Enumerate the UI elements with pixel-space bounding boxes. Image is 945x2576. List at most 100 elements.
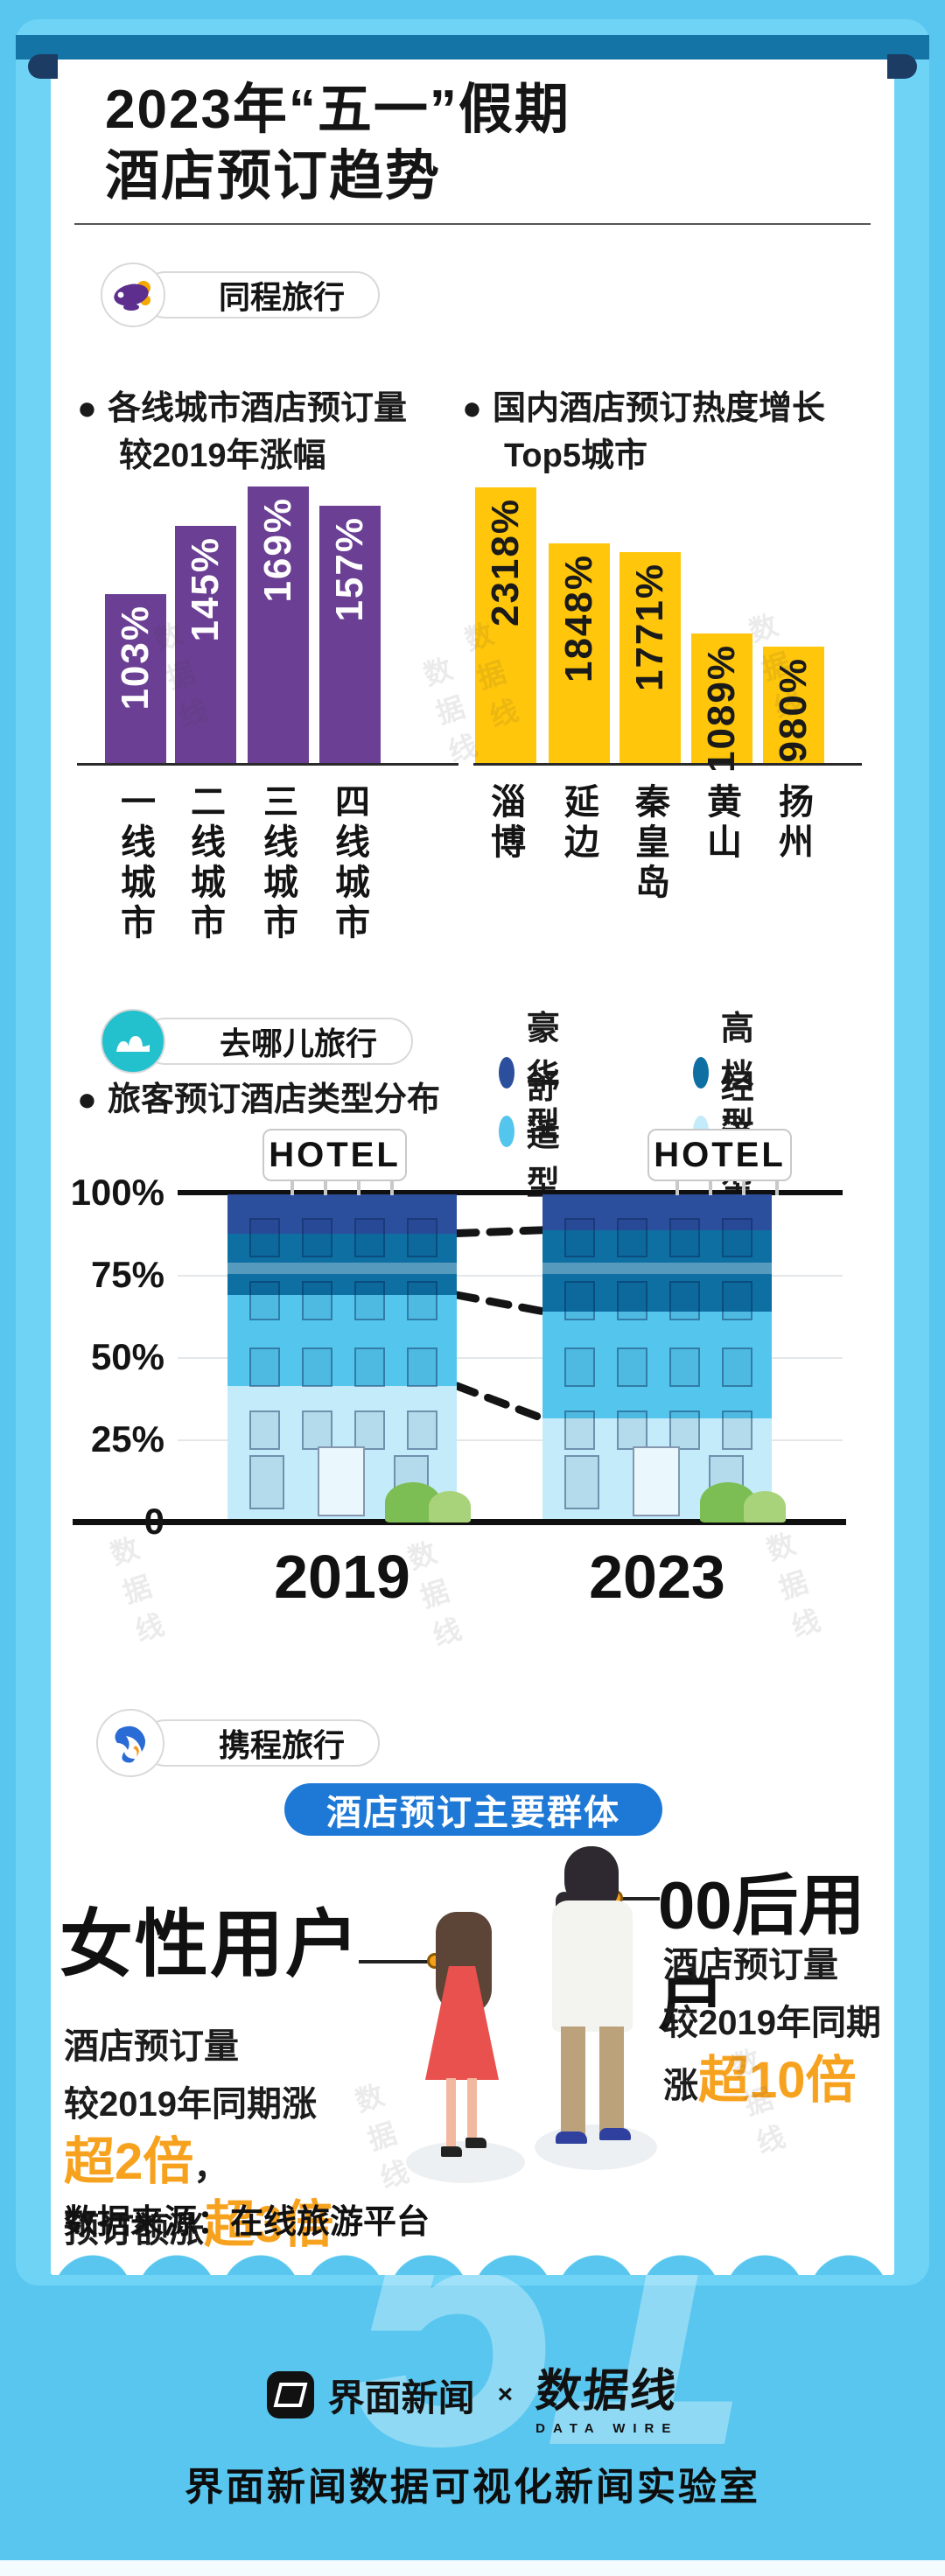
page-title-line1: 2023年“五一”假期 <box>105 80 570 140</box>
building-window <box>354 1410 385 1450</box>
bullet-citytier-text1: 各线城市酒店预订量 <box>107 390 407 427</box>
man-pants <box>561 2026 585 2136</box>
female-stat-line4: 预订额涨超3倍 <box>64 2196 414 2259</box>
female-highlight-3x: 超3倍 <box>204 2196 334 2253</box>
sign-leg <box>390 1181 394 1195</box>
gen00-stat-line3: 涨超10倍 <box>663 2052 926 2115</box>
building-window <box>617 1410 648 1450</box>
man-figure <box>519 1846 668 2183</box>
building-window <box>669 1281 700 1320</box>
bullet-dot-icon: ● <box>77 390 97 427</box>
bar-category-label: 一线城市 <box>116 783 154 944</box>
sign-leg <box>709 1181 712 1195</box>
building-window <box>302 1281 332 1320</box>
title-divider <box>74 223 871 225</box>
bullet-dot-icon: ● <box>77 1082 97 1118</box>
bush-icon <box>744 1491 786 1522</box>
city-tier-bar-chart: 103% 145% 169% 157% <box>77 458 458 766</box>
building-window <box>249 1218 280 1257</box>
legend-dot-icon <box>499 1057 514 1088</box>
building-window <box>249 1455 284 1509</box>
gen00-stat-line2: 较2019年同期 <box>663 2004 881 2042</box>
man-shirt <box>552 1900 633 2032</box>
card-scallop-edge <box>51 2252 894 2275</box>
building-window <box>249 1348 280 1387</box>
bar-value-label: 1848% <box>557 554 600 683</box>
legend-dot-icon <box>693 1057 709 1088</box>
gen00-connector-line <box>620 1897 660 1900</box>
bar: 1771% <box>620 552 681 763</box>
bullet-hotel-type: ● 旅客预订酒店类型分布 <box>77 1076 532 1124</box>
man-hair <box>564 1846 619 1911</box>
footer-logos: 界面新闻 × 数据线 DATA WIRE <box>0 2354 945 2436</box>
gen00-users-stats: 酒店预订量 较2019年同期 涨超10倍 <box>663 1936 926 2115</box>
building-window <box>669 1348 700 1387</box>
hotel-type-segment-0 <box>542 1194 772 1230</box>
woman-shadow <box>406 2141 525 2183</box>
man-shoe <box>556 2132 587 2144</box>
building-window <box>249 1410 280 1450</box>
y-axis-tick-label: 0 <box>144 1501 164 1542</box>
building-window <box>249 1281 280 1320</box>
jiemian-logo-icon <box>266 2371 314 2418</box>
hotel-building <box>222 1194 471 1522</box>
bar-category-label: 扬州 <box>774 783 812 864</box>
woman-figure <box>401 1912 532 2183</box>
tongcheng-brand-label: 同程旅行 <box>218 279 345 315</box>
booking-groups-label: 酒店预订主要群体 <box>326 1794 620 1832</box>
year-label: 2019 <box>274 1543 410 1611</box>
gen00-stat-line1: 酒店预订量 <box>663 1946 838 1984</box>
jiemian-glyph <box>273 2383 308 2407</box>
datawire-label: 数据线 <box>533 2366 680 2417</box>
building-window <box>669 1218 700 1257</box>
building-window <box>354 1218 385 1257</box>
y-axis-tick-label: 75% <box>90 1254 164 1295</box>
hotel-sign-2023: HOTEL <box>648 1129 792 1195</box>
female-users-stats: 酒店预订量 较2019年同期涨 超2倍， 预订额涨超3倍 <box>64 2018 414 2259</box>
man-pants <box>599 2026 624 2136</box>
bullet-hotel-type-text: 旅客预订酒店类型分布 <box>107 1082 440 1118</box>
building-awning <box>222 1263 462 1274</box>
building-window <box>302 1218 332 1257</box>
qunar-brand-label: 去哪儿旅行 <box>219 1026 377 1061</box>
hotel-sign-label: HOTEL <box>269 1135 401 1174</box>
bar-category-label: 二线城市 <box>186 783 224 944</box>
female-users-heading: 女性用户 <box>60 1903 361 1985</box>
bar-category-label: 延边 <box>559 783 598 864</box>
bullet-dot-icon: ● <box>462 390 482 427</box>
bar-category-label: 淄博 <box>486 783 524 864</box>
bullet-citytier-line1: ● 各线城市酒店预订量 <box>77 385 453 432</box>
building-window <box>564 1281 595 1320</box>
building-window <box>564 1348 595 1387</box>
building-door <box>318 1446 365 1516</box>
boundary-dashed-lines <box>452 1226 547 1423</box>
building-window <box>354 1348 385 1387</box>
bush-icon <box>429 1491 471 1522</box>
footer-tagline: 界面新闻数据可视化新闻实验室 <box>185 2466 760 2509</box>
female-stat-line3: 超2倍， <box>64 2133 414 2196</box>
data-source-note: 数据来源：在线旅游平台 <box>64 2204 430 2241</box>
bar: 145% <box>175 526 236 763</box>
bullet-top5-text2: Top5城市 <box>504 438 648 474</box>
sign-leg <box>775 1181 779 1195</box>
hotel-type-segment-2 <box>542 1311 772 1418</box>
datawire-subtitle: DATA WIRE <box>536 2421 679 2436</box>
city-tier-categories: 一线城市 二线城市 三线城市 四线城市 <box>77 783 458 1037</box>
gen00-users-heading: 00后用户 <box>658 1869 865 2040</box>
year-label: 2023 <box>589 1543 725 1611</box>
y-axis-tick-label: 50% <box>90 1336 164 1377</box>
jiemian-label: 界面新闻 <box>327 2376 475 2418</box>
hotel-type-segment-2 <box>228 1295 457 1386</box>
man-shadow <box>535 2124 657 2170</box>
y-axis-tick-label: 100% <box>70 1172 164 1213</box>
axis-100pct-line <box>178 1190 843 1195</box>
qunar-logo-icon <box>101 1009 165 1074</box>
qunar-camel-icon <box>116 1036 150 1052</box>
datawire-logo: 数据线 DATA WIRE <box>533 2354 680 2436</box>
bottom-strip <box>0 2560 945 2576</box>
building-window <box>722 1410 752 1450</box>
bullet-citytier-text2: 较2019年涨幅 <box>119 438 326 474</box>
hotel-type-segment-1 <box>542 1229 772 1312</box>
building-window <box>722 1281 752 1320</box>
